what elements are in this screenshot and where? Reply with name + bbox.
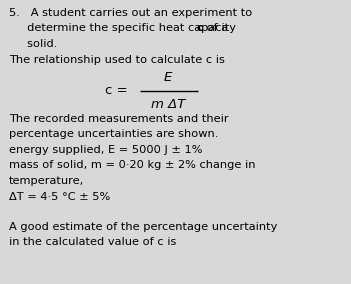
Text: A good estimate of the percentage uncertainty: A good estimate of the percentage uncert…: [9, 222, 277, 232]
Text: The relationship used to calculate c is: The relationship used to calculate c is: [9, 55, 225, 65]
Text: m ΔT: m ΔT: [151, 98, 185, 111]
Text: c =: c =: [105, 84, 128, 97]
Text: determine the specific heat capacity: determine the specific heat capacity: [9, 23, 239, 34]
Text: 5.   A student carries out an experiment to: 5. A student carries out an experiment t…: [9, 8, 252, 18]
Text: The recorded measurements and their: The recorded measurements and their: [9, 114, 229, 124]
Text: temperature,: temperature,: [9, 176, 84, 186]
Text: percentage uncertainties are shown.: percentage uncertainties are shown.: [9, 129, 218, 139]
Text: energy supplied, E = 5000 J ± 1%: energy supplied, E = 5000 J ± 1%: [9, 145, 202, 155]
Text: mass of solid, m = 0·20 kg ± 2% change in: mass of solid, m = 0·20 kg ± 2% change i…: [9, 160, 255, 170]
Text: in the calculated value of c is: in the calculated value of c is: [9, 237, 176, 247]
Text: of a: of a: [203, 23, 228, 34]
Text: E: E: [164, 71, 172, 84]
Text: solid.: solid.: [9, 39, 57, 49]
Text: c: c: [197, 23, 204, 34]
Text: ΔT = 4·5 °C ± 5%: ΔT = 4·5 °C ± 5%: [9, 191, 110, 202]
